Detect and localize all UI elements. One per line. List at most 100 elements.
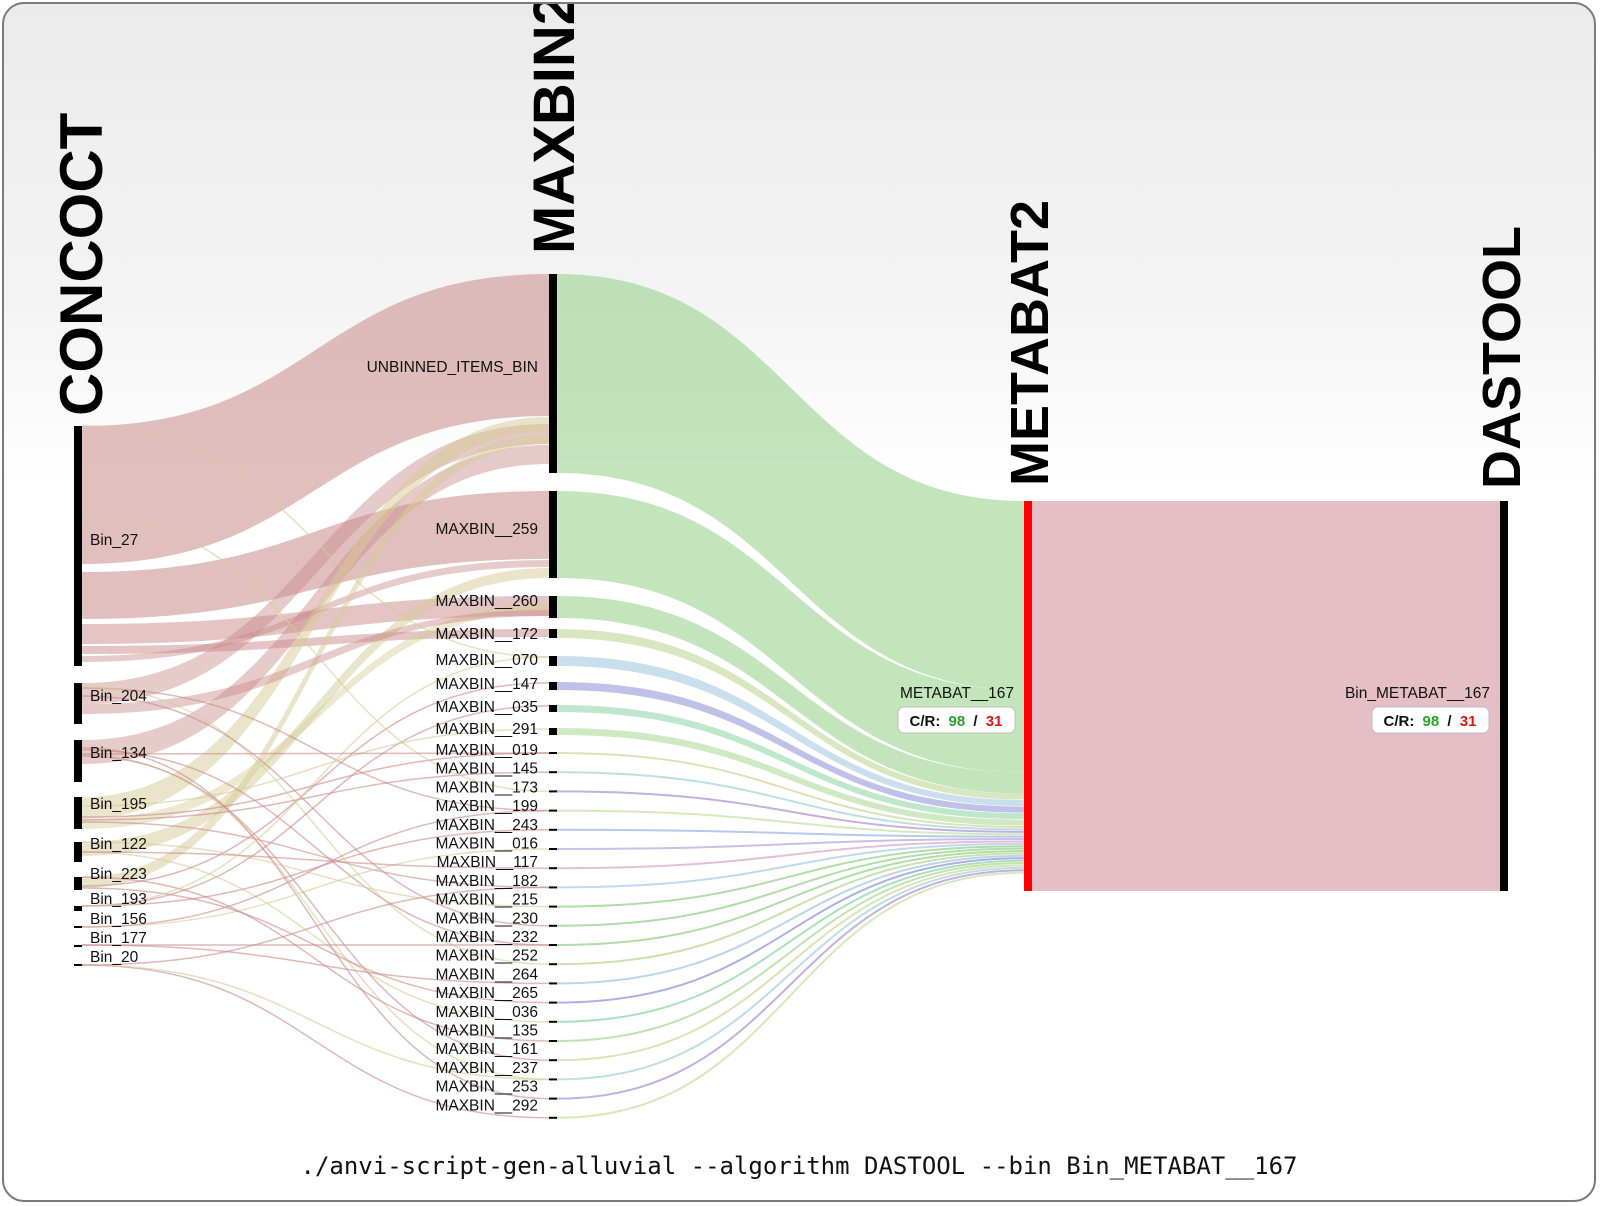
concoct-thin-flow	[81, 944, 550, 985]
maxbin-flow	[557, 682, 1024, 813]
maxbin-bin-bar[interactable]	[549, 752, 557, 754]
concoct-bin-label: Bin_156	[90, 911, 147, 928]
maxbin-bin-label: MAXBIN__147	[435, 676, 538, 693]
maxbin-bin-bar[interactable]	[549, 790, 557, 793]
concoct-bin-label: Bin_20	[90, 949, 139, 966]
maxbin-thin-flow	[556, 852, 1025, 966]
maxbin-bin-bar[interactable]	[549, 491, 557, 578]
maxbin-bin-bar[interactable]	[549, 771, 557, 774]
maxbin-bin-bar[interactable]	[549, 982, 557, 985]
maxbin-thin-flow	[556, 752, 1025, 829]
maxbin-bin-label: MAXBIN__237	[435, 1060, 538, 1077]
alluvial-diagram: CONCOCT MAXBIN2 METABAT2 DASTOOL Bin_27B…	[48, 4, 1532, 1119]
maxbin2-title: MAXBIN2	[522, 4, 587, 254]
maxbin-bin-bar[interactable]	[549, 1116, 557, 1119]
concoct-flow	[82, 434, 549, 888]
maxbin-flow	[557, 705, 1024, 820]
maxbin-bin-bar[interactable]	[549, 1059, 557, 1062]
concoct-bin-bar[interactable]	[74, 683, 82, 724]
maxbin-thin-flow	[556, 864, 1025, 1062]
svg-text:C/R: 98 /: C/R: 98 / 31	[1384, 713, 1477, 730]
concoct-bin-bar[interactable]	[74, 877, 82, 890]
concoct-flow	[82, 424, 549, 704]
maxbin-bin-bar[interactable]	[549, 274, 557, 473]
maxbin-bin-label: MAXBIN__215	[435, 892, 538, 909]
maxbin-bin-bar[interactable]	[549, 1040, 557, 1042]
maxbin-bin-label: MAXBIN__230	[435, 910, 538, 927]
maxbin-bin-label: MAXBIN__173	[435, 779, 538, 796]
concoct-bin-bar[interactable]	[74, 945, 82, 947]
concoct-bin-label: Bin_122	[90, 836, 147, 853]
maxbin-bin-label: MAXBIN__291	[435, 721, 538, 738]
dastool-bar[interactable]	[1500, 501, 1508, 891]
dastool-completion: 98	[1423, 713, 1440, 730]
maxbin-bin-bar[interactable]	[549, 656, 557, 666]
concoct-bin-bar[interactable]	[74, 906, 82, 911]
maxbin-flow	[557, 629, 1024, 800]
maxbin-bin-label: MAXBIN__036	[435, 1004, 538, 1021]
maxbin-thin-flow	[556, 771, 1025, 831]
concoct-thin-flow	[81, 851, 550, 1023]
maxbin-bin-label: MAXBIN__161	[435, 1041, 538, 1058]
maxbin-bin-bar[interactable]	[549, 596, 557, 618]
concoct-thin-flow	[81, 747, 550, 1100]
concoct-bin-bar[interactable]	[74, 842, 82, 862]
concoct-thin-flow	[81, 964, 550, 1119]
maxbin-bin-label: MAXBIN__292	[435, 1097, 538, 1114]
maxbin-thin-flow	[556, 866, 1025, 1081]
concoct-flow	[82, 604, 549, 829]
concoct-bin-bar[interactable]	[74, 740, 82, 782]
dastool-flow	[1032, 501, 1500, 891]
concoct-thin-flow	[81, 755, 550, 1061]
metabat-cr-badge: C/R: 98 / 31	[897, 706, 1016, 734]
concoct-thin-flow	[81, 705, 550, 907]
concoct-bin-bar[interactable]	[74, 926, 82, 928]
maxbin-bin-bar[interactable]	[549, 886, 557, 889]
maxbin-bin-bar[interactable]	[549, 828, 557, 831]
maxbin-flow	[557, 596, 1024, 794]
maxbin-bin-bar[interactable]	[549, 867, 557, 870]
concoct-bin-bar[interactable]	[74, 964, 82, 966]
concoct-bin-bar[interactable]	[74, 426, 82, 666]
maxbin-bin-bar[interactable]	[549, 905, 557, 908]
maxbin-bin-bar[interactable]	[549, 924, 557, 927]
concoct-thin-flow	[81, 682, 550, 887]
maxbin-bin-label: MAXBIN__259	[435, 521, 538, 538]
maxbin-bin-label: MAXBIN__252	[435, 948, 538, 965]
maxbin-thin-flow	[556, 838, 1025, 850]
maxbin-bin-label: MAXBIN__264	[435, 966, 538, 983]
maxbin-bin-bar[interactable]	[549, 1097, 557, 1100]
concoct-labels: Bin_27 Bin_204 Bin_134 Bin_195 Bin_122 Bin_22…	[90, 532, 147, 966]
metabat-completion: 98	[949, 713, 966, 730]
maxbin-bin-bar[interactable]	[549, 963, 557, 966]
maxbin-bin-bar[interactable]	[549, 1020, 557, 1023]
dastool-bin-label: Bin_METABAT__167	[1345, 685, 1490, 702]
concoct-thin-flow	[81, 886, 550, 966]
concoct-bin-label: Bin_193	[90, 891, 147, 908]
concoct-thin-flow	[81, 851, 550, 869]
concoct-bin-bar[interactable]	[74, 797, 82, 829]
metabat-dastool-flows	[1032, 501, 1500, 891]
maxbin-bin-bar[interactable]	[549, 682, 557, 690]
maxbin-thin-flow	[556, 859, 1025, 1023]
concoct-thin-flow	[81, 752, 550, 755]
maxbin-bars	[549, 274, 557, 1119]
maxbin-bin-bar[interactable]	[549, 848, 557, 850]
maxbin-bin-bar[interactable]	[549, 1078, 557, 1081]
maxbin-thin-flow	[556, 850, 1025, 946]
metabat-bin-label: METABAT__167	[900, 685, 1014, 702]
maxbin-bin-bar[interactable]	[549, 629, 557, 638]
metabat-bar[interactable]	[1024, 501, 1032, 891]
column-titles: CONCOCT MAXBIN2 METABAT2 DASTOOL	[48, 4, 1532, 489]
maxbin-bin-label: MAXBIN__243	[435, 817, 538, 834]
maxbin-bin-bar[interactable]	[549, 1001, 557, 1004]
concoct-title: CONCOCT	[48, 113, 115, 416]
concoct-flow	[82, 568, 549, 856]
maxbin-bin-bar[interactable]	[549, 705, 557, 712]
maxbin-bin-bar[interactable]	[549, 944, 557, 946]
maxbin-bin-bar[interactable]	[549, 728, 557, 735]
maxbin-bin-label: MAXBIN__019	[435, 742, 538, 759]
maxbin-bin-bar[interactable]	[549, 809, 557, 812]
concoct-flow	[82, 274, 549, 564]
